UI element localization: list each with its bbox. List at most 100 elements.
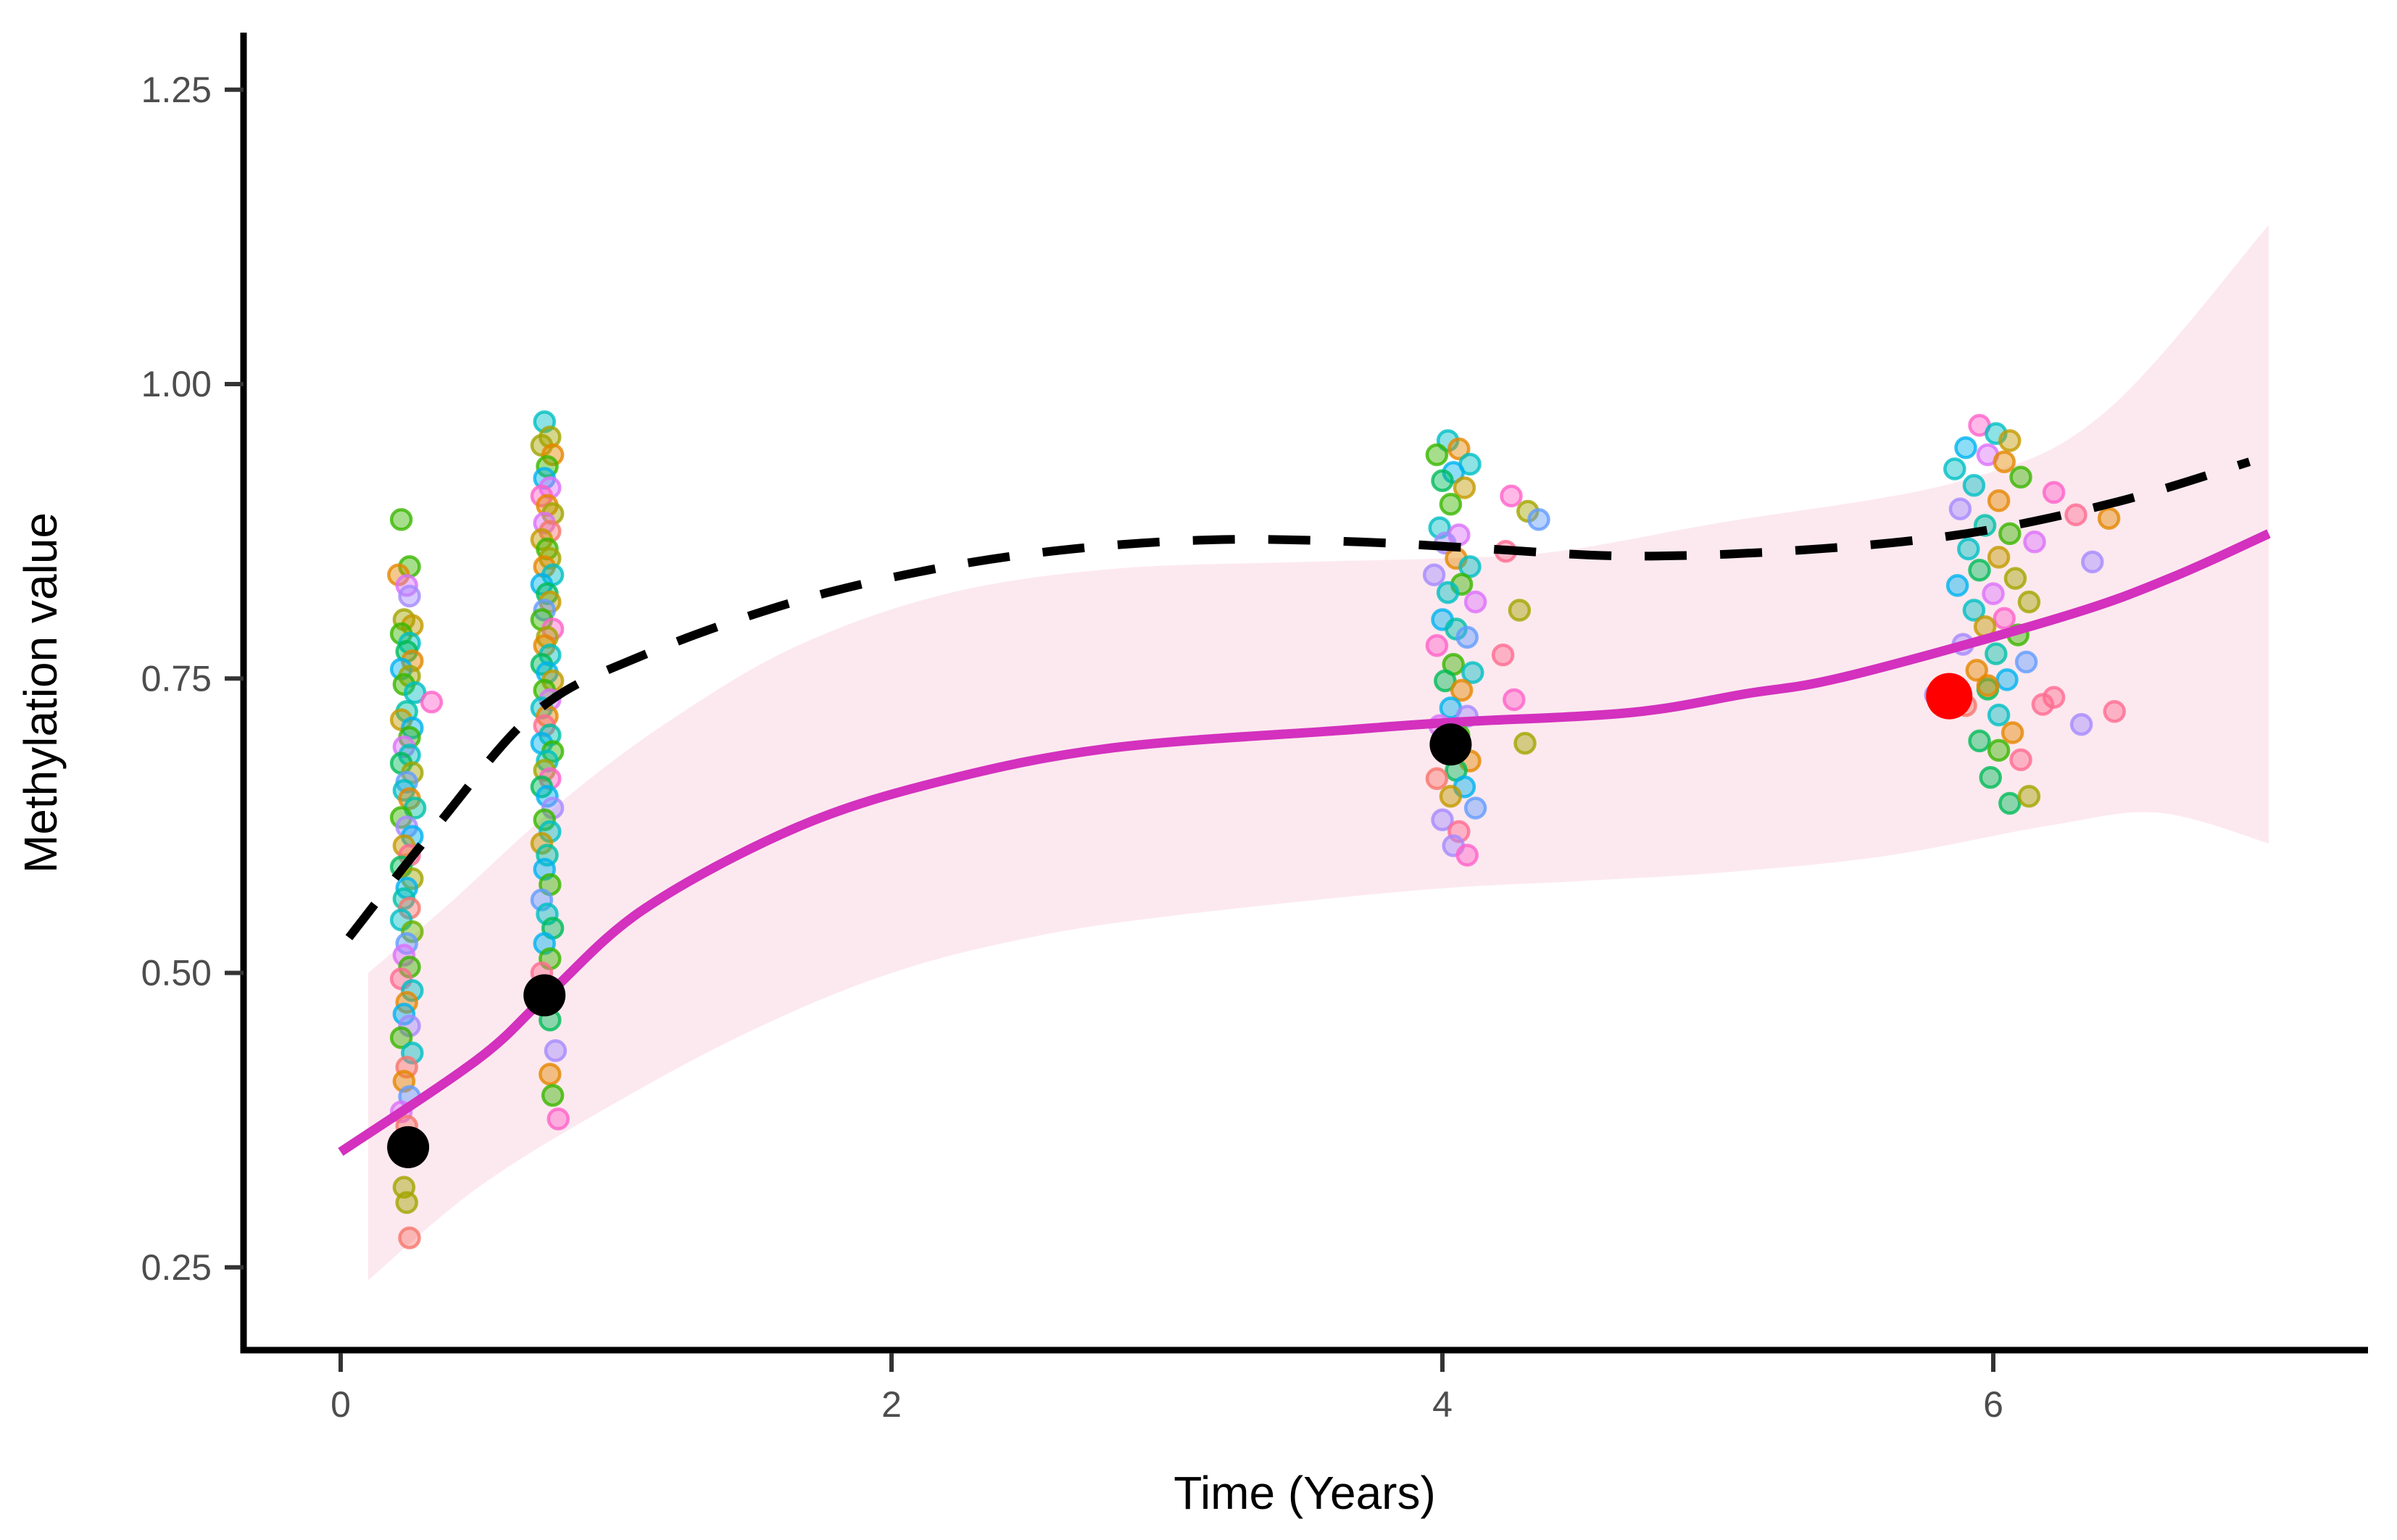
jitter-point <box>1987 703 2011 727</box>
jitter-point <box>1943 457 1966 480</box>
jitter-point <box>1968 559 1991 582</box>
jitter-point <box>1993 450 2016 473</box>
jitter-point <box>1425 443 1449 467</box>
jitter-point <box>1968 729 1991 753</box>
jitter-point <box>392 1002 416 1026</box>
jitter-point <box>1436 580 1460 604</box>
jitter-point <box>1954 436 1977 459</box>
jitter-point <box>1425 634 1449 657</box>
jitter-point <box>1995 668 2019 691</box>
jitter-point <box>1434 669 1457 693</box>
jitter-point <box>395 1191 418 1215</box>
jitter-point <box>1965 659 1988 682</box>
jitter-point <box>2031 693 2055 716</box>
jitter-point <box>398 584 421 608</box>
jitter-point <box>1503 688 1526 712</box>
confidence-ribbon-layer <box>368 225 2269 1281</box>
jitter-point <box>2001 721 2024 744</box>
mean-points-layer <box>387 673 1973 1168</box>
jitter-point <box>533 808 556 832</box>
jitter-point <box>1425 767 1449 791</box>
jitter-point <box>1439 785 1463 808</box>
jitter-point <box>2017 590 2041 614</box>
jitter-point <box>1945 574 1969 597</box>
jitter-point <box>1439 493 1463 516</box>
jitter-point <box>530 832 554 855</box>
jitter-point <box>1987 489 2011 512</box>
y-tick-label: 0.25 <box>141 1247 212 1288</box>
jitter-point <box>1431 808 1454 832</box>
jitter-point <box>544 1039 568 1062</box>
jitter-point <box>1491 644 1515 667</box>
jitter-point <box>2103 700 2126 723</box>
y-tick-label: 0.75 <box>141 658 212 699</box>
jitter-point <box>1447 437 1471 461</box>
jitter-point <box>2064 503 2087 527</box>
jitter-point <box>1948 497 1972 521</box>
jitter-point <box>2023 530 2046 554</box>
x-tick-label: 2 <box>881 1384 902 1425</box>
jitter-point <box>2009 465 2032 489</box>
x-tick-label: 4 <box>1432 1384 1453 1425</box>
jitter-point <box>1998 791 2022 815</box>
jitter-point <box>1463 796 1487 820</box>
jitter-point <box>1962 474 1986 497</box>
jitter-point <box>541 443 565 467</box>
jitter-point <box>2003 567 2027 590</box>
mean-point <box>1429 723 1472 766</box>
jitter-point <box>547 1107 570 1131</box>
jitter-point <box>1500 484 1523 508</box>
highlight-point <box>1926 673 1973 720</box>
jitter-point <box>539 1062 562 1086</box>
jitter-point <box>1513 731 1537 755</box>
jitter-point <box>2009 748 2032 772</box>
jitter-point <box>1527 508 1550 531</box>
x-tick-label: 0 <box>331 1384 351 1425</box>
axis-spines <box>240 33 2368 1354</box>
jitter-point <box>1957 537 1980 561</box>
jitter-point <box>389 508 413 531</box>
jitter-point <box>536 785 559 808</box>
jitter-point <box>403 681 427 704</box>
y-axis-title: Methylation value <box>14 512 67 873</box>
jitter-point <box>389 1026 413 1049</box>
jitter-point <box>1508 599 1532 622</box>
mean-point <box>387 1126 430 1168</box>
x-axis-title: Time (Years) <box>1173 1467 1436 1519</box>
y-tick-label: 0.50 <box>141 953 212 994</box>
jitter-point <box>2081 550 2104 574</box>
y-tick-label: 1.00 <box>141 364 212 404</box>
jitter-point <box>1998 522 2022 546</box>
dashed-smooth-line <box>345 457 2251 941</box>
jitter-point <box>2097 507 2121 530</box>
jitter-points-layer <box>387 410 2126 1249</box>
jitter-point <box>1993 607 2016 630</box>
jitter-point <box>1987 546 2011 569</box>
jitter-point <box>1982 582 2005 606</box>
jitter-point <box>1450 678 1474 702</box>
jitter-point <box>1455 625 1479 649</box>
jitter-point <box>398 1226 421 1249</box>
jitter-point <box>1985 642 2008 665</box>
jitter-point <box>401 920 424 944</box>
jitter-point <box>1962 599 1986 622</box>
jitter-point <box>392 944 416 967</box>
jitter-point <box>2042 480 2066 504</box>
jitter-point <box>1987 738 2011 762</box>
axes-layer: 0.25 0.50 0.75 1.00 1.25 0 2 4 6 <box>141 33 2368 1425</box>
jitter-point <box>1998 429 2022 452</box>
jitter-point <box>2069 712 2093 736</box>
jitter-point <box>541 1083 565 1107</box>
smooth-lines-layer <box>338 457 2271 1156</box>
jitter-point <box>401 979 424 1002</box>
jitter-point <box>2014 650 2038 674</box>
jitter-point <box>1463 590 1487 614</box>
jitter-point <box>1453 476 1476 499</box>
jitter-point <box>2017 785 2041 808</box>
solid-smooth-line <box>338 529 2271 1156</box>
y-tick-label: 1.25 <box>141 70 212 110</box>
x-tick-label: 6 <box>1983 1384 2003 1425</box>
jitter-point <box>1431 469 1454 493</box>
